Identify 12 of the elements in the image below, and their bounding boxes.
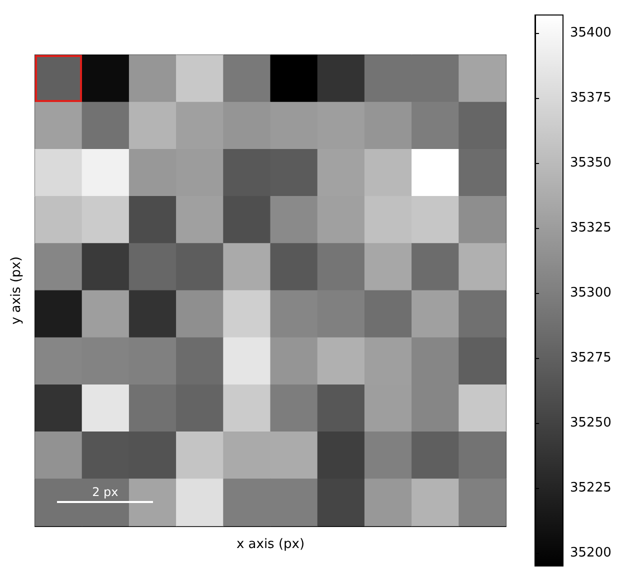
color-bar-label: 35300: [570, 286, 612, 301]
color-bar-label: 35350: [570, 156, 612, 171]
color-bar-label: 35275: [570, 350, 612, 366]
annotation: 2 px: [91, 485, 120, 500]
y-axis-title: y axis (px): [9, 256, 24, 325]
color-bar-label: 35200: [570, 546, 612, 561]
color-bar-label: 35375: [570, 90, 612, 106]
x-axis-title: x axis (px): [236, 537, 305, 552]
color-bar-label: 35225: [570, 480, 612, 496]
color-bar-label: 35400: [570, 26, 612, 41]
color-bar-label: 35250: [570, 416, 612, 431]
color-bar-label: 35325: [570, 220, 612, 236]
